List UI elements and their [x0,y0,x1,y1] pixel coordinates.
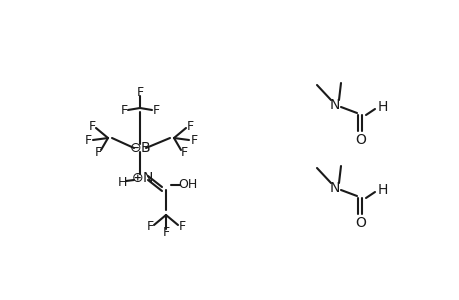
Text: F: F [120,103,127,116]
Text: F: F [84,134,91,146]
Text: F: F [94,146,101,158]
Text: H: H [377,100,387,114]
Text: F: F [146,220,153,233]
Text: F: F [190,134,197,146]
Text: F: F [136,85,143,98]
Text: F: F [162,226,169,239]
Text: O: O [355,216,366,230]
Text: OH: OH [178,178,197,191]
Text: N: N [329,181,340,195]
Text: $\ominus$B: $\ominus$B [129,141,151,155]
Text: F: F [88,119,95,133]
Text: O: O [355,133,366,147]
Text: $\oplus$N: $\oplus$N [130,171,153,185]
Text: H: H [117,176,126,188]
Text: F: F [178,220,185,233]
Text: F: F [180,146,187,158]
Text: F: F [186,119,193,133]
Text: N: N [329,98,340,112]
Text: H: H [377,183,387,197]
Text: F: F [152,103,159,116]
